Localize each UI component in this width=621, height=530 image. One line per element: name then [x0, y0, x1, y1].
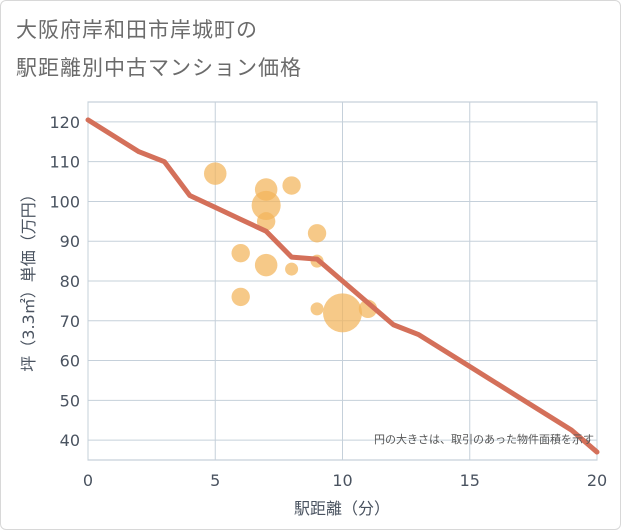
grid-lines: [87, 101, 598, 461]
bubble-point: [323, 293, 362, 333]
tick-labels: 0 5 10 15 20 40 50 60 70 80 90 100 110 120: [49, 113, 607, 490]
bubble-point: [256, 212, 276, 231]
y-tick-label: 70: [60, 312, 80, 331]
x-tick-label: 20: [587, 471, 607, 490]
bubble-point: [310, 302, 324, 316]
chart-title-line-2: 駅距離別中古マンション価格: [16, 56, 302, 80]
x-tick-label: 15: [460, 471, 480, 490]
y-axis-label: 坪（3.3㎡）単価（万円）: [19, 186, 38, 371]
x-axis-label: 駅距離（分）: [294, 499, 390, 518]
bubble-point: [203, 162, 227, 185]
bubble-point: [251, 190, 281, 220]
y-tick-label: 120: [49, 113, 80, 132]
bubble-point: [254, 253, 278, 277]
x-tick-label: 10: [332, 471, 352, 490]
y-tick-label: 90: [60, 232, 80, 251]
y-tick-label: 40: [60, 431, 80, 450]
y-tick-label: 100: [49, 192, 80, 211]
chart-title-line-1: 大阪府岸和田市岸城町の: [16, 18, 258, 42]
trend-line: [85, 117, 600, 455]
bubble-point: [231, 287, 250, 307]
bubble-point: [307, 224, 327, 243]
bubble-layer: [203, 162, 378, 333]
x-tick-label: 5: [210, 471, 220, 490]
y-tick-label: 50: [60, 391, 80, 410]
bubble-point: [282, 176, 301, 195]
x-tick-label: 0: [83, 471, 93, 490]
bubble-point: [231, 243, 250, 263]
bubble-point: [285, 262, 299, 276]
y-tick-label: 80: [60, 272, 80, 291]
y-tick-label: 110: [49, 153, 80, 172]
y-tick-label: 60: [60, 352, 80, 371]
trend-line-layer: [85, 117, 600, 455]
bubble-size-note: 円の大きさは、取引のあった物件面積を示す: [374, 432, 594, 446]
